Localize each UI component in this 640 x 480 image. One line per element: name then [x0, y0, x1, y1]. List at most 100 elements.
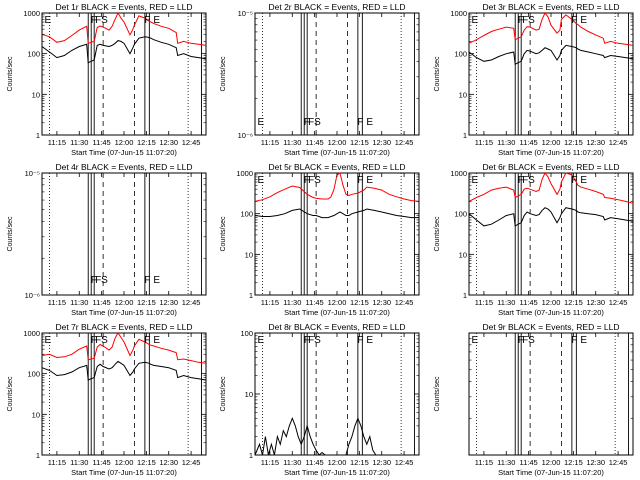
x-tick-label: 12:30 [159, 138, 178, 147]
x-tick-label: 12:15 [350, 458, 369, 467]
x-tick-label: 11:15 [475, 138, 493, 147]
event-marker-label: F [304, 117, 310, 128]
x-tick-label: 12:30 [586, 458, 605, 467]
lld-series-line [254, 172, 420, 202]
x-tick-label: 12:15 [137, 298, 156, 307]
x-tick-label: 12:00 [115, 458, 134, 467]
x-tick-label: 12:45 [395, 298, 414, 307]
y-tick-label: 1000 [23, 329, 40, 338]
event-marker-label: E [366, 175, 373, 186]
x-tick-label: 11:15 [48, 298, 66, 307]
lld-series-line [41, 332, 207, 364]
panel-det-7: Det 7r BLACK = Events, RED = LLD 11:15 11:… [7, 322, 207, 477]
x-tick-label: 11:45 [306, 458, 324, 467]
y-tick-label: 100 [454, 50, 467, 59]
event-marker-label: F [522, 175, 528, 186]
x-tick-label: 11:45 [306, 138, 324, 147]
x-tick-label: 12:15 [564, 298, 583, 307]
x-tick-label: 11:45 [520, 138, 538, 147]
x-tick-label: 12:45 [395, 138, 414, 147]
panel-det-6: Det 6r BLACK = Events, RED = LLD 11:15 11:… [434, 162, 634, 317]
x-tick-label: 12:30 [586, 298, 605, 307]
x-tick-label: 12:45 [609, 138, 628, 147]
x-tick-label: 11:45 [306, 298, 324, 307]
event-marker-label: F [91, 15, 97, 26]
y-tick-label: 100 [27, 370, 40, 379]
y-tick-label: 10 [459, 250, 467, 259]
panel-det-3: Det 3r BLACK = Events, RED = LLD 11:15 11:… [434, 2, 634, 157]
event-marker-label: F [95, 335, 101, 346]
event-marker-label: F [144, 275, 150, 286]
x-tick-label: 12:00 [328, 298, 347, 307]
event-marker-label: F [308, 175, 314, 186]
event-marker-label: F [571, 175, 577, 186]
x-tick-label: 11:30 [283, 458, 301, 467]
event-marker-label: E [366, 335, 373, 346]
plot-frame [468, 332, 634, 456]
event-marker-label: E [580, 15, 587, 26]
chart-title: Det 4r BLACK = Events, RED = LLD [55, 162, 192, 172]
event-marker-label: E [471, 15, 478, 26]
events-series-line [468, 44, 634, 65]
y-axis-label: Counts/sec [220, 56, 227, 92]
x-axis-label: Start Time (07-Jun-15 11:07:20) [498, 148, 604, 157]
chart-title: Det 2r BLACK = Events, RED = LLD [268, 2, 405, 12]
event-marker-label: F [571, 335, 577, 346]
y-axis-label: Counts/sec [434, 216, 441, 252]
event-marker-label: F [308, 335, 314, 346]
chart-title: Det 7r BLACK = Events, RED = LLD [55, 322, 192, 332]
event-marker-label: E [153, 335, 160, 346]
x-tick-label: 12:30 [372, 138, 391, 147]
x-axis-label: Start Time (07-Jun-15 11:07:20) [71, 468, 177, 477]
x-tick-label: 12:00 [328, 138, 347, 147]
event-marker-label: S [101, 15, 108, 26]
panel-det-4: Det 4r BLACK = Events, RED = LLD 11:15 11:… [7, 162, 207, 317]
y-tick-label: 10⁻⁶ [238, 131, 253, 140]
x-tick-label: 12:15 [137, 138, 156, 147]
y-tick-label: 1000 [450, 169, 467, 178]
events-series-line [41, 360, 207, 381]
x-tick-label: 12:00 [115, 138, 134, 147]
event-marker-label: F [357, 175, 363, 186]
y-tick-label: 1000 [236, 169, 253, 178]
y-tick-label: 100 [240, 210, 253, 219]
lld-series-line [41, 11, 207, 46]
event-marker-label: F [91, 275, 97, 286]
plot-frame [254, 332, 420, 456]
x-tick-label: 12:15 [564, 138, 583, 147]
panel-det-1: Det 1r BLACK = Events, RED = LLD 11:15 11:… [7, 2, 207, 157]
y-tick-label: 1 [463, 291, 467, 300]
event-marker-label: F [144, 15, 150, 26]
plot-frame [41, 172, 207, 296]
x-tick-label: 11:30 [283, 298, 301, 307]
x-tick-label: 12:45 [609, 458, 628, 467]
panel-det-9: Det 9r BLACK = Events, RED = LLD 11:15 11:… [434, 322, 634, 477]
event-marker-label: E [471, 335, 478, 346]
event-marker-label: F [571, 15, 577, 26]
x-tick-label: 12:00 [328, 458, 347, 467]
events-series-line [254, 416, 379, 456]
x-tick-label: 11:30 [70, 458, 88, 467]
x-axis-label: Start Time (07-Jun-15 11:07:20) [71, 308, 177, 317]
chart-title: Det 9r BLACK = Events, RED = LLD [482, 322, 619, 332]
y-tick-label: 10 [32, 90, 40, 99]
x-axis-label: Start Time (07-Jun-15 11:07:20) [498, 468, 604, 477]
panel-det-8: Det 8r BLACK = Events, RED = LLD 11:15 11:… [220, 322, 420, 477]
event-marker-label: E [153, 15, 160, 26]
x-tick-label: 11:15 [261, 138, 279, 147]
y-tick-label: 100 [27, 50, 40, 59]
y-tick-label: 1 [249, 451, 253, 460]
lld-series-line [468, 172, 634, 204]
chart-title: Det 3r BLACK = Events, RED = LLD [482, 2, 619, 12]
event-marker-label: F [357, 117, 363, 128]
event-marker-label: E [44, 15, 51, 26]
plot-frame [41, 12, 207, 136]
event-marker-label: F [144, 335, 150, 346]
event-marker-label: F [95, 15, 101, 26]
x-tick-label: 12:00 [542, 458, 561, 467]
x-tick-label: 12:00 [542, 298, 561, 307]
x-tick-label: 11:30 [283, 138, 301, 147]
events-series-line [41, 36, 207, 64]
x-tick-label: 12:00 [542, 138, 561, 147]
